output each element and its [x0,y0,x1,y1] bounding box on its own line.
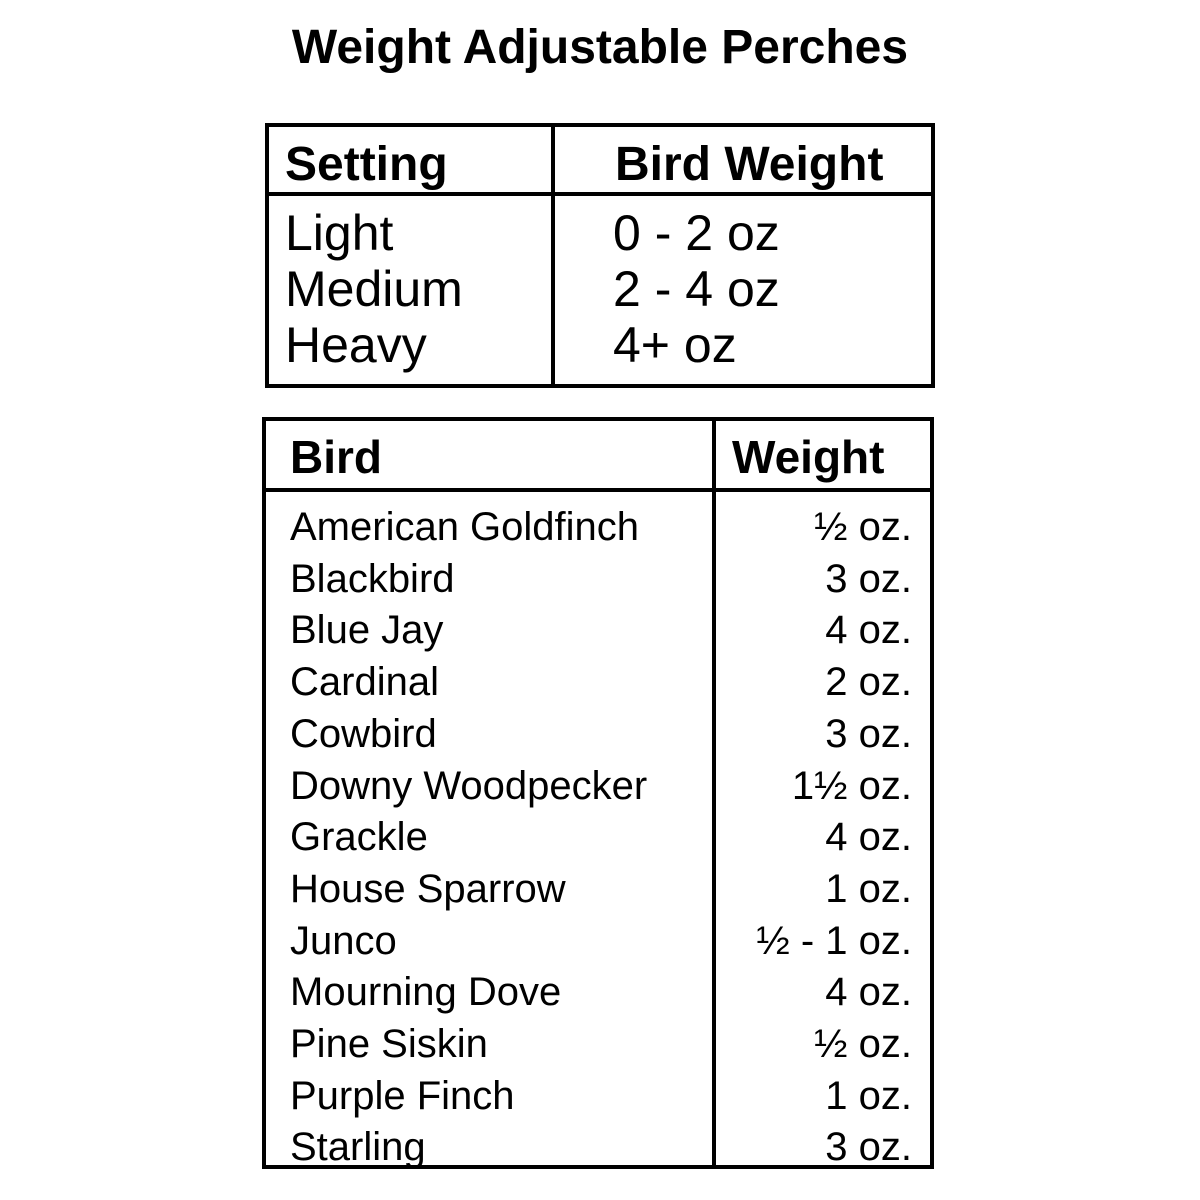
bird-weight-cell: 3 oz. [825,556,912,601]
bird-weight-cell: 1½ oz. [791,763,912,808]
column-divider [712,421,716,1165]
header-divider [269,192,931,196]
header-setting: Setting [285,138,448,191]
bird-name-cell: House Sparrow [290,866,566,911]
settings-table: Setting Bird Weight Light 0 - 2 oz Medium 2… [265,123,935,388]
setting-cell: Light [285,205,394,261]
bird-name-cell: American Goldfinch [290,505,640,549]
header-bird-weight: Bird Weight [615,138,884,191]
bird-weight-cell: ½ oz. [814,1022,912,1066]
bird-weight-cell: 2 oz. [825,660,912,705]
bird-name-cell: Grackle [290,815,428,860]
bird-weight-cell: 4 oz. [825,815,912,860]
column-divider [551,127,555,384]
bird-weight-cell: 4 oz. [825,970,912,1015]
bird-name-cell: Starling [290,1125,426,1170]
bird-name-cell: Blue Jay [290,608,444,653]
bird-weight-cell: 0 - 2 oz [613,205,780,261]
bird-weight-cell: 4+ oz [613,317,737,373]
bird-name-cell: Downy Woodpecker [290,763,648,808]
bird-weight-cell: 4 oz. [825,608,912,653]
bird-name-cell: Pine Siskin [290,1022,488,1066]
bird-weight-cell: 3 oz. [825,1125,912,1170]
bird-weight-cell: 1 oz. [825,1073,912,1118]
bird-weight-cell: 3 oz. [825,711,912,756]
bird-weight-cell: ½ - 1 oz. [756,918,912,963]
header-bird: Bird [290,431,382,483]
bird-name-cell: Purple Finch [290,1073,515,1118]
setting-cell: Medium [285,261,463,317]
header-weight: Weight [732,431,885,483]
bird-weight-cell: 1 oz. [825,866,912,911]
bird-weight-cell: 2 - 4 oz [613,261,780,317]
bird-name-cell: Cardinal [290,660,439,705]
birds-table: Bird Weight American Goldfinch ½ oz. Black… [262,417,934,1169]
setting-cell: Heavy [285,317,427,373]
bird-name-cell: Mourning Dove [290,970,562,1015]
bird-name-cell: Junco [290,918,397,963]
bird-name-cell: Cowbird [290,711,437,756]
bird-weight-cell: ½ oz. [814,505,912,549]
page-title: Weight Adjustable Perches [291,21,909,74]
bird-name-cell: Blackbird [290,556,455,601]
header-divider [266,488,930,492]
